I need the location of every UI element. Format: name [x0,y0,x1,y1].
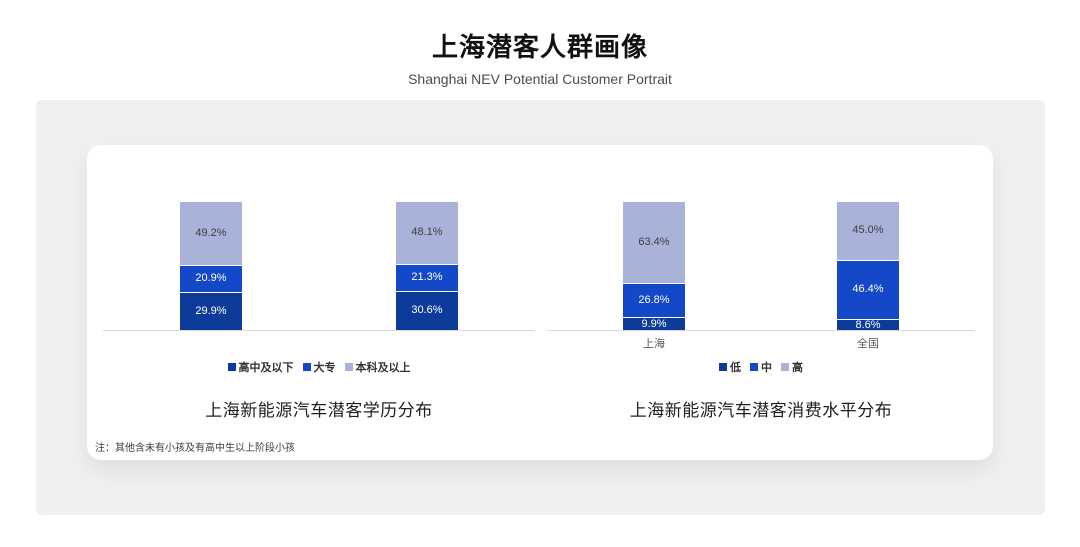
legend-label: 本科及以上 [355,361,411,374]
bar-segment-label: 29.9% [195,304,227,317]
bar-segment-label: 26.8% [638,294,670,307]
bar-slot: 49.2% 20.9% 29.9% [103,202,319,330]
legend-item: 低 [719,359,741,375]
bar-segment: 8.6% [837,319,899,330]
bar-segment-label: 20.9% [195,272,227,285]
education-chart-title: 上海新能源汽车潜客学历分布 [205,401,433,420]
bar-segment-label: 46.4% [852,283,884,296]
bar-slot: 63.4% 26.8% 9.9% [547,202,761,330]
bar-segment: 20.9% [180,264,242,292]
bar-segment-label: 9.9% [641,317,667,330]
legend-label: 高 [792,361,803,374]
education-plot-area: 49.2% 20.9% 29.9% 48.1% 21.3% 30.6% [103,202,535,331]
legend-swatch-icon [344,362,353,371]
legend-item: 大专 [302,359,336,375]
bar-slot: 48.1% 21.3% 30.6% [319,202,535,330]
bar-segment-label: 48.1% [411,226,443,239]
page-subtitle: Shanghai NEV Potential Customer Portrait [408,71,672,87]
page-title: 上海潜客人群画像 [431,32,648,62]
stacked-bar: 45.0% 46.4% 8.6% [837,202,899,330]
legend-label: 高中及以下 [238,361,294,374]
education-category-row [103,335,535,351]
legend-item: 高中及以下 [227,359,294,375]
consumption-chart-title: 上海新能源汽车潜客消费水平分布 [629,401,893,420]
education-chart: 49.2% 20.9% 29.9% 48.1% 21.3% 30.6% 高中及以下 大专 本科… [103,145,535,460]
bar-segment-label: 49.2% [195,227,227,239]
bar-segment-label: 21.3% [411,271,443,284]
legend-item: 高 [781,359,803,375]
legend-label: 中 [761,361,772,374]
bar-segment-label: 8.6% [855,318,881,331]
bar-segment-label: 30.6% [411,304,443,317]
stacked-bar: 63.4% 26.8% 9.9% [623,202,685,330]
content-panel: 49.2% 20.9% 29.9% 48.1% 21.3% 30.6% 高中及以下 大专 本科… [36,100,1045,515]
legend-label: 低 [730,361,741,374]
category-label: 全国 [857,338,879,350]
bar-segment: 45.0% [837,202,899,260]
bar-segment: 49.2% [180,202,242,265]
charts-container: 49.2% 20.9% 29.9% 48.1% 21.3% 30.6% 高中及以下 大专 本科… [103,145,977,460]
legend-item: 本科及以上 [344,359,411,375]
bar-segment: 26.8% [623,283,685,318]
bar-slot: 45.0% 46.4% 8.6% [761,202,975,330]
consumption-plot-area: 63.4% 26.8% 9.9% 45.0% 46.4% 8.6% [547,202,975,331]
bar-segment: 63.4% [623,202,685,284]
legend-swatch-icon [227,362,236,371]
stacked-bar: 48.1% 21.3% 30.6% [396,202,458,330]
bar-segment-label: 63.4% [638,236,670,249]
bar-segment: 48.1% [396,202,458,264]
chart-card: 49.2% 20.9% 29.9% 48.1% 21.3% 30.6% 高中及以下 大专 本科… [87,145,993,460]
category-label: 上海 [643,338,665,350]
consumption-legend: 低中高 [547,359,975,375]
bar-segment: 29.9% [180,291,242,330]
bar-segment: 46.4% [837,259,899,319]
stacked-bar: 49.2% 20.9% 29.9% [180,202,242,330]
legend-swatch-icon [302,362,311,371]
consumption-chart: 63.4% 26.8% 9.9% 45.0% 46.4% 8.6% 上海 全国 低 中 高 上海… [547,145,975,460]
bar-segment: 30.6% [396,290,458,330]
legend-swatch-icon [719,362,727,371]
legend-label: 大专 [313,361,336,374]
bar-segment: 21.3% [396,263,458,291]
legend-swatch-icon [781,362,789,371]
legend-item: 中 [750,359,772,375]
education-legend: 高中及以下 大专 本科及以上 [103,359,535,375]
category-label [103,335,319,351]
category-label [319,335,535,351]
legend-swatch-icon [750,362,758,371]
footnote: 注：其他含未有小孩及有高中生以上阶段小孩 [95,443,295,454]
bar-segment-label: 45.0% [852,224,884,237]
bar-segment: 9.9% [623,317,685,330]
consumption-category-row: 上海 全国 [547,335,975,351]
page-header: 上海潜客人群画像 Shanghai NEV Potential Customer… [0,0,1080,87]
